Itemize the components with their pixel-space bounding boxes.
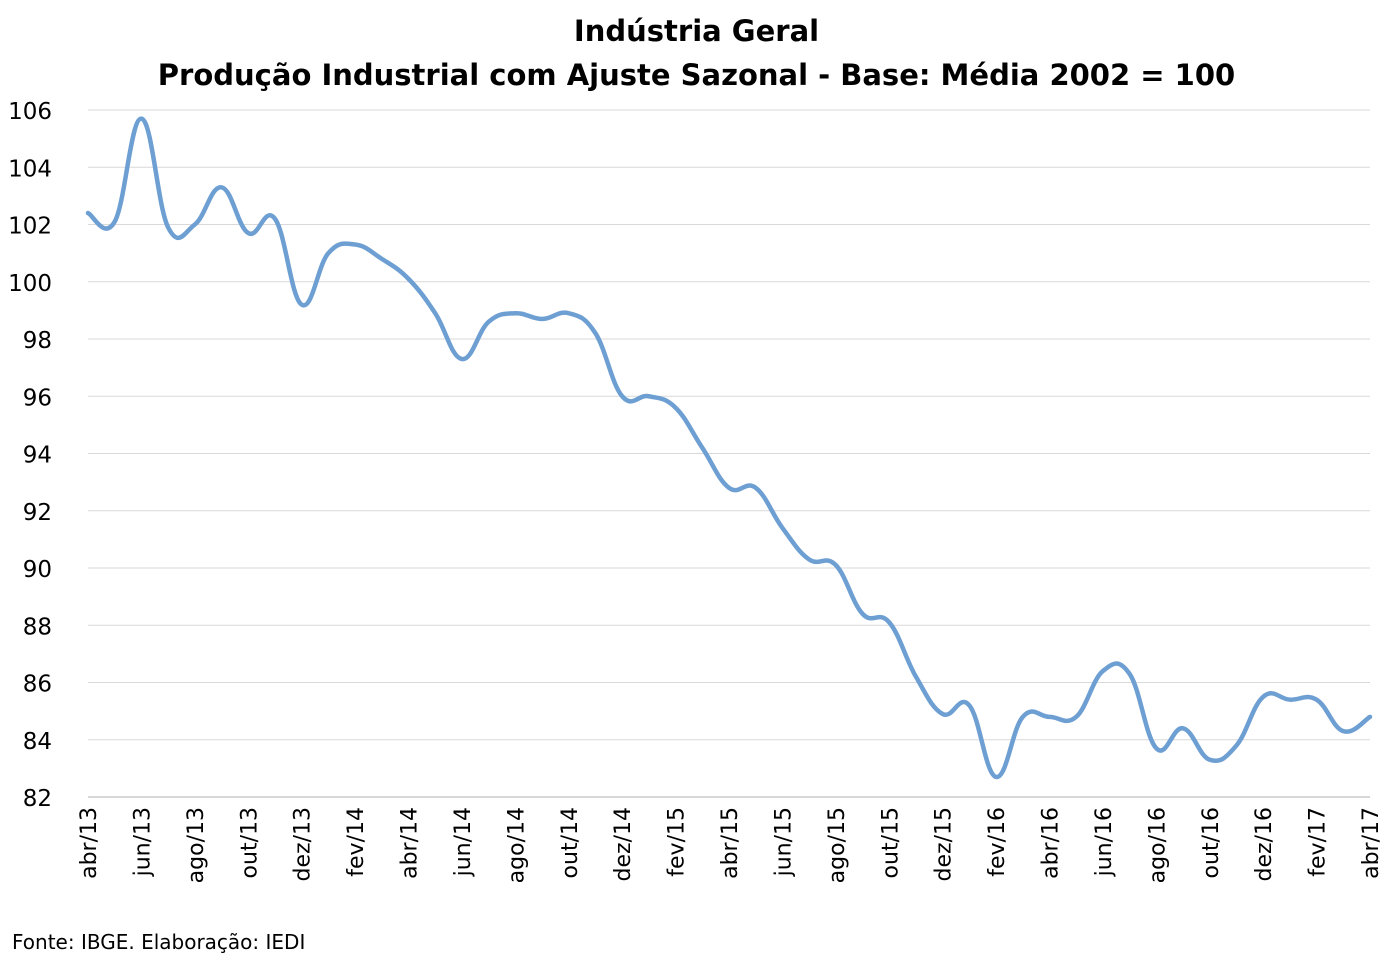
x-tick-label: fev/17 (1306, 807, 1331, 877)
series-line (85, 116, 1373, 780)
x-tick-label: jun/15 (771, 807, 796, 877)
x-tick-label: abr/17 (1359, 807, 1384, 879)
source-note: Fonte: IBGE. Elaboração: IEDI (12, 930, 306, 954)
x-tick-label: jun/13 (130, 807, 155, 877)
y-tick-label: 90 (23, 557, 52, 583)
x-tick-label: dez/15 (932, 807, 957, 881)
y-tick-label: 88 (23, 614, 52, 640)
y-tick-label: 84 (23, 729, 52, 755)
x-tick-label: abr/14 (398, 807, 423, 879)
x-axis: abr/13 jun/13 ago/13 out/13 dez/13 fev/14 abr/… (77, 796, 1384, 883)
x-tick-label: out/14 (558, 807, 583, 878)
x-tick-label: abr/15 (718, 807, 743, 879)
y-tick-label: 86 (23, 672, 52, 698)
x-tick-label: out/13 (237, 807, 262, 878)
x-tick-label: dez/14 (611, 807, 636, 881)
y-tick-label: 82 (23, 786, 52, 812)
plot-area (85, 116, 1373, 780)
x-tick-label: ago/14 (504, 807, 529, 883)
y-tick-label: 106 (8, 99, 52, 125)
y-tick-label: 96 (23, 385, 52, 411)
x-tick-label: ago/16 (1145, 807, 1170, 883)
x-tick-label: out/15 (878, 807, 903, 878)
x-tick-label: out/16 (1199, 807, 1224, 878)
chart-subtitle: Produção Industrial com Ajuste Sazonal -… (157, 58, 1236, 92)
x-tick-label: fev/14 (344, 807, 369, 877)
x-tick-label: dez/13 (291, 807, 316, 881)
y-tick-label: 92 (23, 500, 52, 526)
gridlines (88, 109, 1370, 798)
x-tick-label: jun/16 (1092, 807, 1117, 877)
x-tick-label: fev/15 (665, 807, 690, 877)
y-tick-label: 98 (23, 328, 52, 354)
y-axis: 82 84 86 88 90 92 94 96 98 100 102 104 106 (8, 99, 52, 812)
chart-title: Indústria Geral (573, 14, 820, 48)
x-tick-label: ago/13 (184, 807, 209, 883)
y-tick-label: 104 (8, 156, 52, 182)
x-tick-label: abr/16 (1039, 807, 1064, 879)
x-tick-label: ago/15 (825, 807, 850, 883)
x-tick-label: abr/13 (77, 807, 102, 879)
y-tick-label: 94 (23, 443, 52, 469)
y-tick-label: 100 (8, 271, 52, 297)
x-tick-label: fev/16 (985, 807, 1010, 877)
x-tick-label: dez/16 (1252, 807, 1277, 881)
y-tick-label: 102 (8, 214, 52, 240)
x-tick-label: jun/14 (451, 807, 476, 877)
